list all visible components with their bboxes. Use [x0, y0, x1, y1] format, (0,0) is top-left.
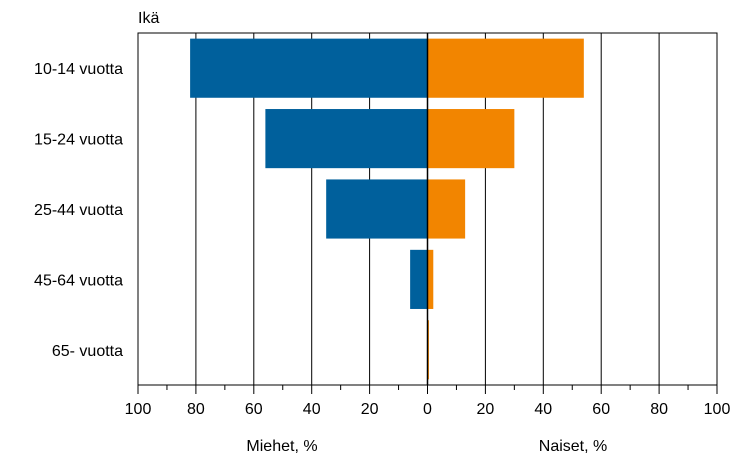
category-label-3: 45-64 vuotta — [34, 272, 123, 289]
bar-women-0 — [427, 38, 584, 98]
category-label-0: 10-14 vuotta — [34, 61, 123, 78]
x-tick-label-10: 100 — [704, 401, 731, 418]
bar-women-1 — [427, 109, 515, 169]
x-tick-label-1: 80 — [187, 401, 205, 418]
y-axis-title: Ikä — [138, 10, 159, 27]
category-label-2: 25-44 vuotta — [34, 202, 123, 219]
x-label-women: Naiset, % — [539, 438, 607, 455]
x-label-men: Miehet, % — [246, 438, 317, 455]
x-tick-label-4: 20 — [361, 401, 379, 418]
plot-area: 10-14 vuotta 15-24 vuotta 25-44 vuotta 45-6… — [34, 32, 731, 418]
category-label-1: 15-24 vuotta — [34, 132, 123, 149]
x-tick-label-3: 40 — [303, 401, 321, 418]
x-tick-label-5: 0 — [423, 401, 432, 418]
category-label-4: 65- vuotta — [52, 343, 123, 360]
bar-women-2 — [427, 179, 466, 239]
bar-men-3 — [410, 249, 428, 309]
x-tick-label-2: 60 — [245, 401, 263, 418]
bar-women-3 — [427, 249, 434, 309]
x-tick-label-6: 20 — [477, 401, 495, 418]
bar-men-1 — [265, 109, 428, 169]
bar-men-2 — [326, 179, 428, 239]
x-tick-label-7: 40 — [534, 401, 552, 418]
x-tick-label-0: 100 — [125, 401, 152, 418]
x-tick-label-9: 80 — [650, 401, 668, 418]
bar-men-0 — [190, 38, 428, 98]
x-tick-label-8: 60 — [592, 401, 610, 418]
